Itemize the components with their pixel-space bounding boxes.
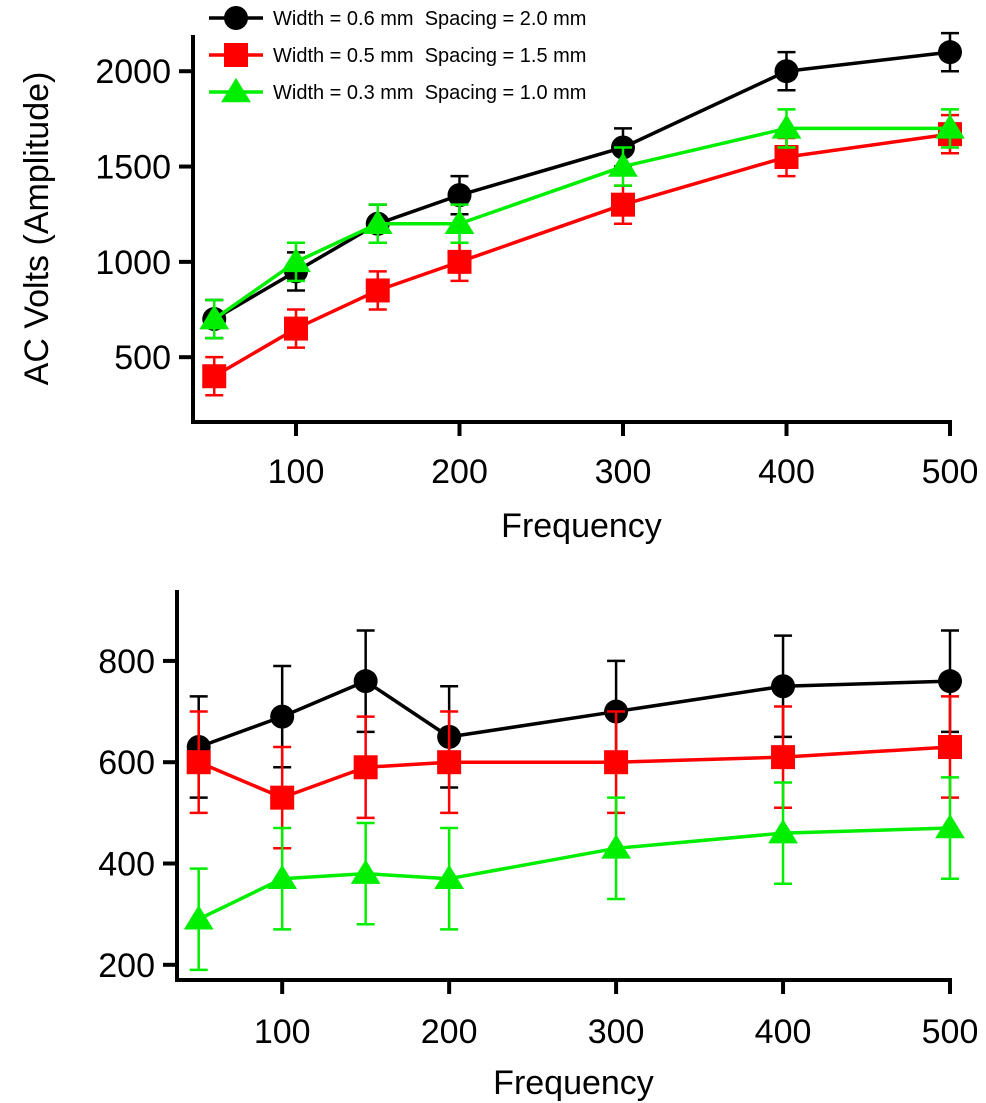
y-tick-label: 500 xyxy=(114,339,171,377)
data-point xyxy=(353,669,378,694)
x-tick-label: 500 xyxy=(922,453,979,491)
x-tick-label: 400 xyxy=(755,1013,812,1051)
data-point xyxy=(774,59,799,84)
y-tick-label: 800 xyxy=(98,643,155,681)
data-point xyxy=(202,364,227,389)
data-point xyxy=(771,674,796,699)
legend-marker xyxy=(224,43,248,67)
data-point xyxy=(444,209,475,234)
data-point xyxy=(938,735,962,760)
y-tick-label: 200 xyxy=(98,947,155,985)
series-line xyxy=(198,745,951,800)
series-line xyxy=(197,826,951,921)
y-tick-label: 600 xyxy=(98,744,155,782)
legend-item: Width = 0.3 mm Spacing = 1.0 mm xyxy=(209,77,586,104)
data-point xyxy=(270,704,295,729)
y-tick-label: 1000 xyxy=(95,244,171,282)
legend-item: Width = 0.6 mm Spacing = 2.0 mm xyxy=(209,6,586,30)
data-point xyxy=(353,755,378,780)
legend-marker xyxy=(224,6,248,30)
x-tick-label: 300 xyxy=(595,453,652,491)
series-1 xyxy=(202,31,962,340)
series-1 xyxy=(186,629,962,799)
chart-panel-2: 100 200 300 400 500 200 400 600 800 Frequency xyxy=(98,590,978,1102)
data-point xyxy=(604,750,629,775)
series-3 xyxy=(199,108,965,340)
data-point xyxy=(935,813,965,839)
data-point xyxy=(447,183,472,208)
data-point xyxy=(199,304,230,330)
series-2 xyxy=(202,113,962,397)
x-axis-label: Frequency xyxy=(493,1064,654,1102)
data-point xyxy=(601,834,631,859)
data-point xyxy=(935,114,965,139)
legend-label: Width = 0.3 mm Spacing = 1.0 mm xyxy=(273,82,586,104)
data-point xyxy=(267,864,298,889)
x-tick-label: 300 xyxy=(588,1013,645,1051)
data-point xyxy=(434,864,465,889)
legend-label: Width = 0.6 mm Spacing = 2.0 mm xyxy=(273,8,586,30)
data-point xyxy=(608,152,638,177)
series-3 xyxy=(183,776,965,972)
data-point xyxy=(771,745,796,770)
data-point xyxy=(938,40,962,65)
y-tick-label: 2000 xyxy=(95,53,171,91)
data-point xyxy=(270,785,295,810)
chart-panel-1: 100 200 300 400 500 500 1000 1500 2000 Frequency A… xyxy=(18,6,978,545)
x-tick-label: 400 xyxy=(758,453,815,491)
y-tick-label: 400 xyxy=(98,846,155,884)
x-tick-label: 200 xyxy=(421,1013,478,1051)
x-axis-label: Frequency xyxy=(501,507,662,545)
data-point xyxy=(284,316,309,341)
legend-marker xyxy=(221,77,251,103)
data-point xyxy=(186,750,211,775)
y-axis-label: AC Volts (Amplitude) xyxy=(18,72,56,386)
data-point xyxy=(362,209,393,234)
data-point xyxy=(365,278,390,303)
data-point xyxy=(437,750,462,775)
x-tick-label: 200 xyxy=(431,453,488,491)
data-point xyxy=(447,249,472,274)
y-tick-label: 1500 xyxy=(95,149,171,187)
data-point xyxy=(774,145,799,170)
legend-label: Width = 0.5 mm Spacing = 1.5 mm xyxy=(273,45,586,67)
data-point xyxy=(350,859,381,884)
x-tick-label: 500 xyxy=(922,1013,979,1051)
data-point xyxy=(771,114,802,139)
x-tick-label: 100 xyxy=(254,1013,311,1051)
series-line xyxy=(198,679,951,749)
data-point xyxy=(768,818,798,844)
x-tick-label: 100 xyxy=(268,453,325,491)
data-point xyxy=(183,905,214,930)
data-point xyxy=(938,669,962,694)
series-line xyxy=(213,126,950,321)
legend: Width = 0.6 mm Spacing = 2.0 mm Width = 0… xyxy=(209,6,586,104)
legend-item: Width = 0.5 mm Spacing = 1.5 mm xyxy=(209,43,586,67)
data-point xyxy=(611,192,636,217)
data-point xyxy=(281,247,311,273)
